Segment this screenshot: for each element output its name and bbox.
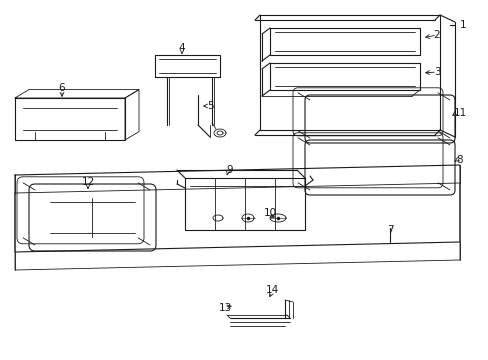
Text: 13: 13 <box>218 303 231 313</box>
Text: 3: 3 <box>433 67 439 77</box>
Text: 11: 11 <box>452 108 466 118</box>
Text: 8: 8 <box>456 155 462 165</box>
Text: 5: 5 <box>206 101 213 111</box>
Text: 1: 1 <box>459 20 466 30</box>
Text: 7: 7 <box>386 225 392 235</box>
Text: 6: 6 <box>59 83 65 93</box>
Text: 4: 4 <box>178 43 185 53</box>
Text: 2: 2 <box>433 30 439 40</box>
Text: 10: 10 <box>263 208 276 218</box>
Text: 9: 9 <box>226 165 233 175</box>
Text: 12: 12 <box>81 177 95 187</box>
Text: 14: 14 <box>265 285 278 295</box>
